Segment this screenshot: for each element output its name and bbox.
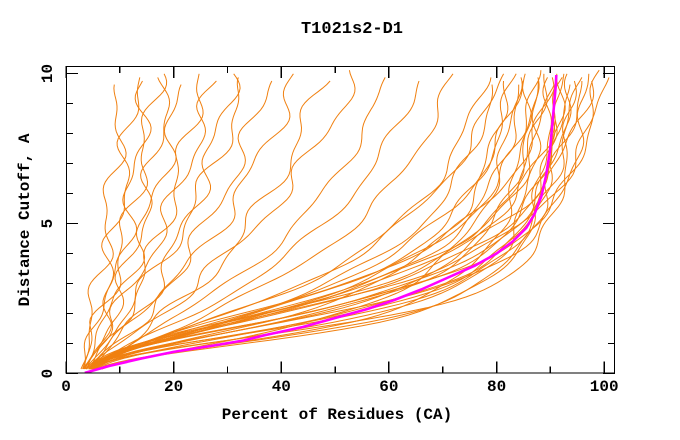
model-curve	[83, 80, 217, 370]
plot-frame	[65, 65, 616, 375]
plot-box	[65, 65, 616, 374]
model-curve	[84, 77, 171, 370]
model-curve	[82, 73, 168, 370]
model-curve	[90, 80, 557, 370]
model-curve	[95, 80, 509, 370]
highlight-curve	[84, 74, 558, 374]
x-tick-label: 100	[590, 378, 619, 396]
x-axis-title: Percent of Residues (CA)	[222, 406, 452, 424]
y-tick-label: 0	[39, 369, 57, 379]
model-curve	[91, 84, 571, 370]
model-curve	[82, 84, 182, 370]
x-tick-label: 60	[379, 378, 398, 396]
model-curve	[85, 70, 356, 370]
model-curve	[91, 70, 542, 370]
model-curve	[95, 77, 583, 370]
model-curve	[89, 80, 595, 370]
model-curve	[94, 80, 331, 370]
model-curve	[92, 69, 600, 370]
model-curve	[92, 80, 577, 370]
model-curve	[92, 73, 454, 370]
y-tick-label: 10	[39, 64, 57, 83]
x-tick-label: 0	[61, 378, 71, 396]
model-curve	[94, 73, 526, 370]
model-curve	[88, 73, 204, 370]
model-curve	[83, 77, 141, 370]
model-curve	[89, 73, 517, 370]
model-curve	[86, 80, 152, 370]
tick-labels-group: 0 20 40 60 80 100 0 5 10	[39, 64, 619, 396]
x-tick-label: 20	[164, 378, 183, 396]
model-curve	[91, 77, 610, 370]
model-curve	[93, 73, 548, 370]
x-tick-label: 80	[487, 378, 506, 396]
y-axis-title: Distance Cutoff, A	[16, 133, 34, 306]
model-curve	[80, 84, 127, 370]
model-curve	[88, 84, 520, 370]
model-curve	[86, 80, 273, 370]
chart-title: T1021s2-D1	[301, 20, 403, 39]
model-curve	[88, 73, 294, 370]
x-tick-label: 40	[272, 378, 291, 396]
model-curve	[96, 73, 566, 370]
model-curve	[90, 80, 583, 370]
model-curve	[88, 77, 540, 370]
model-curve	[94, 80, 542, 370]
model-curve	[90, 77, 386, 370]
y-tick-label: 5	[39, 219, 57, 229]
highlight-curve-group	[84, 74, 558, 374]
model-curve	[89, 73, 505, 370]
model-curve	[91, 73, 241, 370]
model-curve	[88, 80, 420, 370]
model-curve	[85, 77, 240, 370]
model-curves-group	[80, 69, 610, 370]
